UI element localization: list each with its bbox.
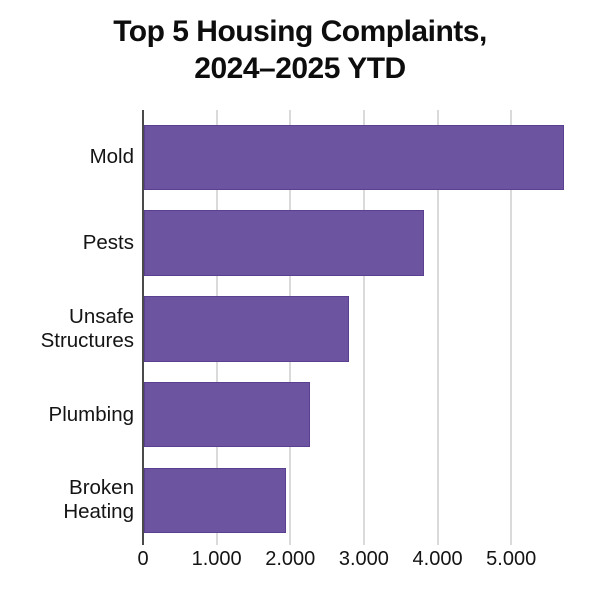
x-tick-label: 2.000	[265, 548, 316, 570]
category-label: Mold	[89, 145, 134, 169]
gridline	[510, 110, 513, 545]
y-axis-category-labels: Mold Pests Unsafe Structures Plumbing Broken…	[0, 0, 134, 600]
chart-title-line1: Top 5 Housing Complaints,	[113, 15, 487, 48]
bar	[144, 381, 310, 448]
bar	[144, 296, 349, 362]
bar	[144, 210, 424, 276]
x-tick-label: 3.000	[338, 548, 389, 570]
x-tick-label: 1.000	[191, 548, 242, 570]
gridline	[362, 110, 365, 545]
category-label: Unsafe Structures	[40, 304, 134, 352]
y-axis-line	[142, 110, 144, 545]
plot-area	[142, 110, 580, 545]
x-tick-label: 0	[137, 548, 149, 570]
category-label: Broken Heating	[63, 476, 134, 524]
chart-title-line2: 2024–2025 YTD	[194, 52, 406, 85]
bar	[144, 124, 564, 190]
x-tick-label: 4.000	[412, 548, 463, 570]
x-axis-tick-labels: 0 1.000 2.000 3.000 4.000 5.000	[0, 548, 600, 574]
category-label: Pests	[82, 231, 134, 254]
x-tick-label: 5.000	[486, 548, 537, 570]
bar	[144, 467, 287, 533]
category-label: Plumbing	[48, 402, 134, 426]
gridline	[436, 110, 439, 545]
chart-title: Top 5 Housing Complaints, 2024–2025 YTD	[0, 13, 600, 87]
